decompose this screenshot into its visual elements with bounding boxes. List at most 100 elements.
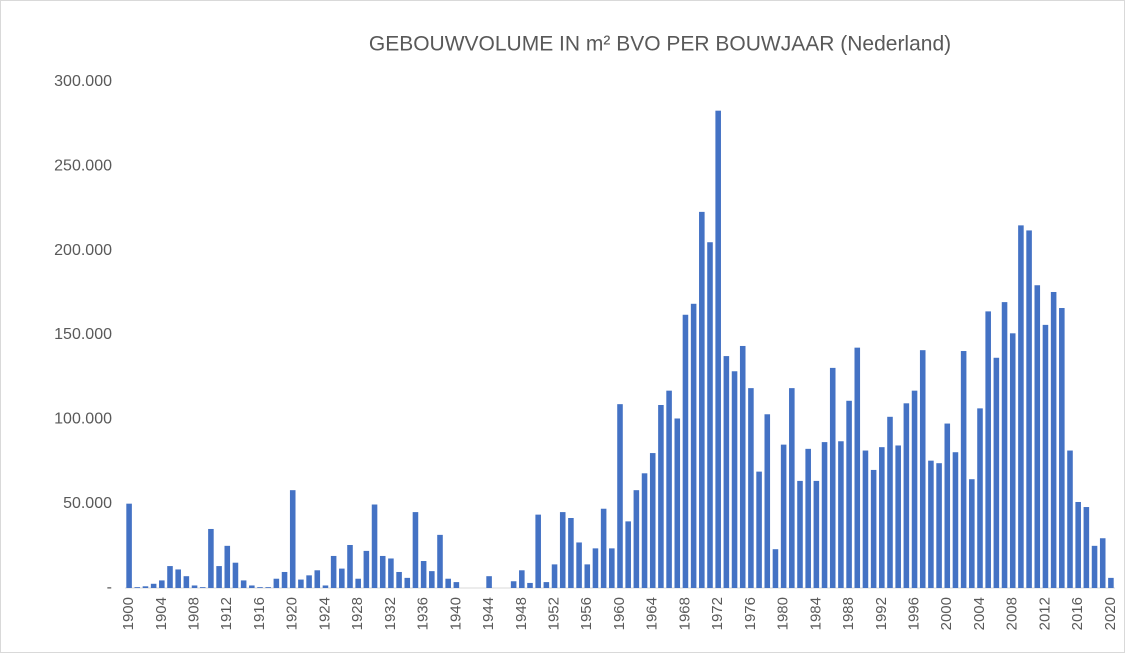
bar (625, 521, 631, 588)
chart-title: GEBOUWVOLUME IN m² BVO PER BOUWJAAR (Ned… (369, 33, 951, 56)
bar (175, 569, 181, 588)
bar (281, 571, 288, 588)
bar (379, 555, 386, 588)
x-tick-label: 2012 (1036, 597, 1053, 630)
x-tick-label: 1976 (742, 597, 759, 630)
bar (870, 469, 877, 588)
bar (224, 545, 231, 588)
bar (486, 576, 492, 588)
bar (453, 582, 460, 588)
bar (641, 473, 648, 588)
bar (249, 585, 255, 588)
bar (404, 577, 411, 588)
bar (600, 508, 607, 588)
bar (805, 448, 811, 588)
x-tick-label: 1996 (906, 597, 923, 630)
y-tick-label: - (107, 579, 112, 596)
bar (199, 587, 206, 588)
bar (780, 444, 787, 588)
bar (592, 548, 599, 588)
x-tick-label: 1908 (186, 597, 203, 630)
bar (854, 347, 861, 588)
y-tick-label: 300.000 (54, 73, 112, 90)
bar (167, 566, 173, 588)
bar (666, 390, 672, 588)
bar (879, 447, 885, 588)
bar (559, 512, 566, 588)
x-tick-label: 2020 (1102, 597, 1119, 630)
y-tick-label: 200.000 (54, 242, 112, 259)
x-tick-label: 1972 (709, 597, 726, 630)
x-tick-label: 1920 (284, 597, 301, 630)
bar (510, 581, 517, 588)
bar (232, 562, 239, 588)
x-tick-label: 1968 (676, 597, 693, 630)
bar (789, 388, 795, 588)
bar (1009, 333, 1016, 588)
bar (993, 357, 1000, 588)
bar (952, 452, 959, 588)
x-tick-label: 1988 (840, 597, 857, 630)
y-tick-label: 50.000 (63, 495, 112, 512)
bar (551, 564, 558, 588)
y-tick-label: 100.000 (54, 411, 112, 428)
bar (699, 211, 705, 588)
bar (715, 110, 721, 588)
x-tick-label: 1924 (316, 597, 333, 630)
bar (649, 453, 656, 588)
bar (1001, 302, 1008, 588)
bar (298, 579, 304, 588)
bar (159, 580, 165, 588)
x-tick-label: 2008 (1004, 597, 1021, 630)
bar (960, 351, 967, 588)
bar (707, 242, 713, 588)
bar (396, 571, 402, 588)
x-tick-label: 1900 (120, 597, 137, 630)
x-tick-label: 2000 (938, 597, 955, 630)
bar (682, 314, 689, 588)
x-tick-label: 1940 (447, 597, 464, 630)
y-tick-label: 150.000 (54, 326, 112, 343)
bar (265, 587, 271, 588)
x-tick-label: 1916 (251, 597, 268, 630)
bar (690, 303, 697, 588)
bar (527, 582, 533, 588)
bar (339, 568, 345, 588)
bar (862, 450, 869, 588)
bar (543, 582, 550, 588)
bar (371, 504, 378, 588)
bar (1067, 450, 1073, 588)
bar (895, 445, 901, 588)
bar (142, 586, 149, 588)
bar (764, 414, 771, 588)
bar (813, 480, 820, 588)
bar (134, 587, 141, 588)
x-tick-label: 1912 (218, 597, 235, 630)
bar (658, 404, 664, 588)
bar (1108, 577, 1114, 588)
x-tick-label: 1948 (513, 597, 530, 630)
x-tick-label: 1964 (644, 597, 661, 630)
bar (617, 404, 623, 588)
bar (429, 571, 435, 588)
bar (347, 544, 353, 588)
bar (240, 580, 247, 588)
bar (584, 564, 591, 588)
x-tick-label: 1928 (349, 597, 366, 630)
bar (322, 585, 329, 588)
x-tick-label: 1960 (611, 597, 628, 630)
bar (273, 578, 280, 588)
bar (306, 575, 312, 588)
bar (412, 512, 419, 588)
bar (887, 416, 893, 588)
bar (1042, 324, 1049, 588)
bar (985, 311, 991, 588)
x-tick-label: 1904 (153, 597, 170, 630)
bar (535, 514, 541, 588)
bar (191, 585, 198, 588)
bar (674, 418, 681, 588)
bar (928, 460, 934, 588)
bar (1034, 285, 1041, 588)
bar (363, 550, 370, 588)
